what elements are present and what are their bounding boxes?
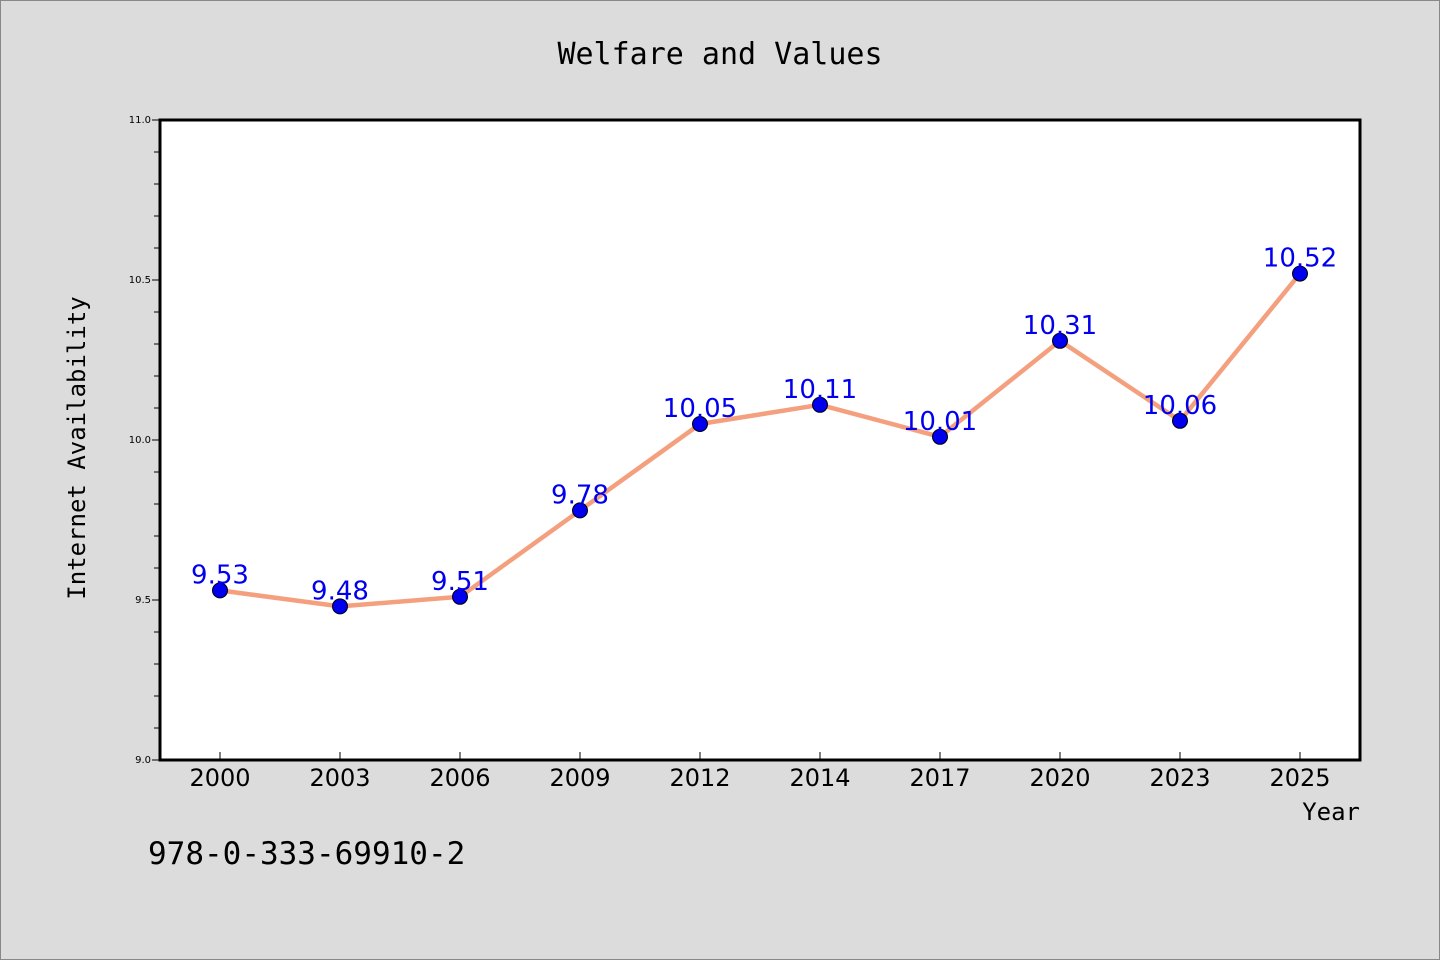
data-label: 10.06 [1143,391,1217,421]
y-tick-label: 10.0 [129,435,151,446]
x-tick-label: 2012 [669,764,730,792]
x-axis-ticks: 2000 2003 2006 2009 2012 2014 2017 2020 2023 2025 [189,752,1331,792]
data-point [212,582,228,599]
data-label: 9.48 [311,576,369,606]
data-point [932,428,948,445]
y-tick-label: 9.0 [135,755,151,766]
data-point [1172,412,1188,429]
data-point [1052,332,1068,349]
data-labels-layer: 9.53 9.48 9.51 9.78 10.05 10.11 10.01 10.31 10.0… [191,244,1337,607]
x-tick-label: 2000 [189,764,250,792]
data-label: 9.53 [191,560,249,590]
data-label: 10.05 [663,394,737,424]
series-line [217,271,1303,609]
data-label: 10.52 [1263,244,1337,274]
data-point [1292,265,1308,282]
series-layer [212,265,1308,615]
data-point [812,396,828,413]
data-label: 9.78 [551,480,609,510]
x-tick-label: 2020 [1029,764,1090,792]
x-tick-label: 2003 [309,764,370,792]
data-point [692,416,708,432]
data-label: 10.31 [1023,311,1097,341]
data-point [452,588,468,605]
data-label: 10.11 [783,375,857,405]
x-tick-label: 2017 [909,764,970,792]
data-label: 10.01 [903,407,977,437]
isbn-footer: 978-0-333-69910-2 [148,836,465,872]
chart-title: Welfare and Values [557,37,882,72]
data-label: 9.51 [431,567,489,597]
y-tick-label: 9.5 [135,595,151,606]
y-tick-label: 11.0 [129,115,151,126]
x-tick-label: 2023 [1149,764,1210,792]
x-tick-label: 2009 [549,764,610,792]
data-point [572,502,588,519]
plot-area [158,118,1362,762]
y-axis-label: Internet Availability [63,296,91,599]
x-tick-label: 2014 [789,764,850,792]
y-tick-label: 10.5 [129,275,151,286]
y-axis-ticks: 9.0 9.5 10.0 10.5 11.0 [129,115,160,766]
x-tick-label: 2025 [1269,764,1330,792]
x-axis-label: Year [1302,798,1360,826]
x-tick-label: 2006 [429,764,490,792]
data-point [332,598,348,615]
